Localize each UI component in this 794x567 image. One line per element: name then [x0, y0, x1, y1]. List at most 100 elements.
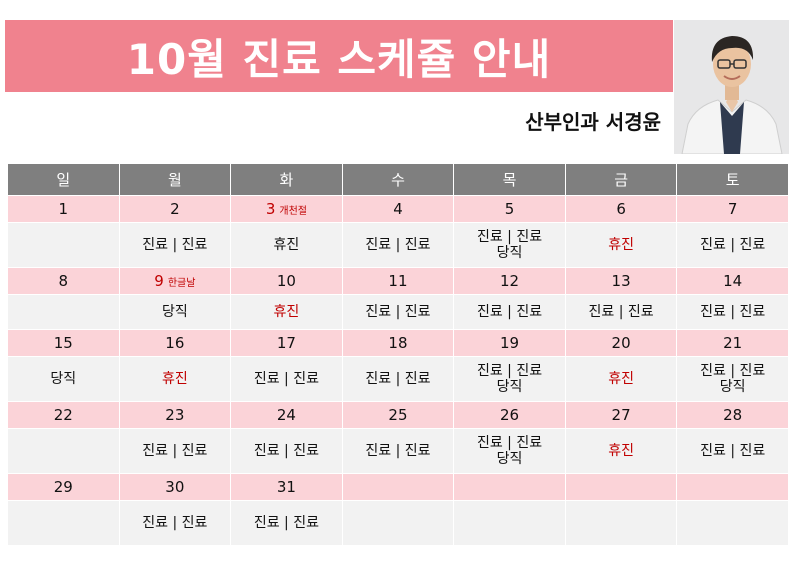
schedule-text: 진료 | 진료 [700, 363, 766, 379]
schedule-text: 진료 | 진료 [253, 371, 319, 387]
date-number: 28 [723, 406, 743, 424]
schedule-text: 휴진 [608, 443, 634, 459]
date-number: 12 [499, 272, 520, 290]
date-cell: 23 [118, 401, 232, 429]
date-cell: 2 [118, 195, 232, 223]
schedule-cell: 진료 | 진료 당직 [453, 222, 566, 268]
schedule-text: 당직 [496, 451, 523, 467]
schedule-cell: 진료 | 진료 [118, 222, 232, 268]
date-number: 8 [58, 272, 69, 290]
date-cell: 12 [453, 267, 566, 295]
date-cell: 22 [7, 401, 120, 429]
schedule-cell: 진료 | 진료 당직 [676, 356, 789, 402]
schedule-text: 진료 | 진료 [365, 237, 431, 253]
date-number: 19 [499, 334, 520, 352]
schedule-text: 휴진 [273, 304, 300, 320]
weekday-thu: 목 [453, 163, 566, 196]
doctor-portrait-icon [674, 20, 789, 154]
schedule-text: 당직 [50, 371, 77, 387]
holiday-label: 한글날 [167, 278, 196, 289]
date-number: 25 [388, 406, 408, 424]
schedule-cell: 진료 | 진료 [230, 356, 343, 402]
date-number: 22 [53, 406, 73, 424]
week-date-row: 8 9 한글날 10 11 12 13 14 [7, 267, 789, 295]
date-cell: 7 [676, 195, 789, 223]
date-number: 1 [58, 200, 69, 218]
date-number: 6 [616, 200, 626, 218]
date-cell: 27 [564, 401, 678, 429]
schedule-cell: 당직 [7, 356, 120, 402]
schedule-text: 진료 | 진료 [588, 304, 654, 320]
weekday-tue: 화 [230, 163, 343, 196]
schedule-cell [7, 500, 120, 546]
date-cell [453, 473, 566, 501]
weekday-header-row: 일 월 화 수 목 금 토 [7, 163, 789, 196]
date-cell [676, 473, 789, 501]
date-cell: 14 [676, 267, 789, 295]
date-cell: 19 [453, 329, 566, 357]
schedule-cell: 진료 | 진료 [341, 294, 455, 330]
schedule-cell: 진료 | 진료 [453, 294, 566, 330]
doctor-photo [674, 20, 789, 154]
schedule-cell: 진료 | 진료 [341, 222, 455, 268]
week-date-row: 1 2 3 개천절 4 5 6 7 [7, 195, 789, 223]
date-number: 23 [165, 406, 185, 424]
schedule-text: 진료 | 진료 [365, 304, 431, 320]
date-number: 18 [388, 334, 408, 352]
schedule-text: 진료 | 진료 [142, 237, 208, 253]
date-number: 10 [276, 272, 296, 290]
schedule-text: 당직 [719, 379, 746, 395]
date-cell: 17 [230, 329, 343, 357]
week-schedule-row: 당직 휴진 진료 | 진료 진료 | 진료 진료 | 진료 당직 휴진 진료 | 진료 당직 [7, 356, 789, 402]
schedule-calendar: 일 월 화 수 목 금 토 1 2 3 개천절 4 5 6 7 진료 | 진료 휴진 진료 | 진료… [7, 163, 789, 546]
schedule-cell: 진료 | 진료 [676, 294, 789, 330]
weekday-fri: 금 [564, 163, 678, 196]
schedule-cell [7, 428, 120, 474]
schedule-cell [564, 500, 678, 546]
schedule-cell: 휴진 [118, 356, 232, 402]
schedule-text: 휴진 [608, 237, 634, 253]
schedule-text: 당직 [496, 245, 523, 261]
date-cell: 8 [7, 267, 120, 295]
schedule-text: 진료 | 진료 [700, 304, 766, 320]
schedule-text: 진료 | 진료 [476, 363, 543, 379]
schedule-text: 진료 | 진료 [700, 237, 766, 253]
date-number: 30 [165, 478, 185, 496]
schedule-cell [341, 500, 455, 546]
date-number: 21 [723, 334, 743, 352]
date-number: 24 [276, 406, 296, 424]
title-banner: 10월 진료 스케쥴 안내 [5, 20, 673, 92]
schedule-text: 진료 | 진료 [253, 443, 319, 459]
schedule-cell: 휴진 [230, 222, 343, 268]
date-number: 17 [276, 334, 296, 352]
doctor-name: 산부인과 서경윤 [525, 110, 661, 134]
schedule-cell [676, 500, 789, 546]
date-number: 16 [165, 334, 185, 352]
date-number: 14 [723, 272, 743, 290]
schedule-cell [453, 500, 566, 546]
date-cell: 9 한글날 [118, 267, 232, 295]
week-date-row: 29 30 31 [7, 473, 789, 501]
date-number: 3 [265, 200, 276, 218]
schedule-text: 진료 | 진료 [476, 435, 543, 451]
schedule-text: 진료 | 진료 [476, 304, 543, 320]
schedule-text: 진료 | 진료 [365, 443, 431, 459]
schedule-text: 휴진 [161, 371, 188, 387]
schedule-text: 진료 | 진료 [476, 229, 543, 245]
schedule-cell: 휴진 [564, 356, 678, 402]
schedule-text: 휴진 [608, 371, 634, 387]
schedule-cell [7, 294, 120, 330]
schedule-text: 당직 [496, 379, 523, 395]
date-cell: 31 [230, 473, 343, 501]
date-cell: 16 [118, 329, 232, 357]
schedule-cell: 진료 | 진료 당직 [453, 356, 566, 402]
schedule-cell: 진료 | 진료 [118, 428, 232, 474]
schedule-text: 진료 | 진료 [700, 443, 766, 459]
schedule-cell: 진료 | 진료 [230, 428, 343, 474]
date-cell: 26 [453, 401, 566, 429]
date-number: 29 [53, 478, 73, 496]
week-date-row: 15 16 17 18 19 20 21 [7, 329, 789, 357]
page-title: 10월 진료 스케쥴 안내 [126, 34, 552, 84]
date-cell: 28 [676, 401, 789, 429]
date-cell: 5 [453, 195, 566, 223]
